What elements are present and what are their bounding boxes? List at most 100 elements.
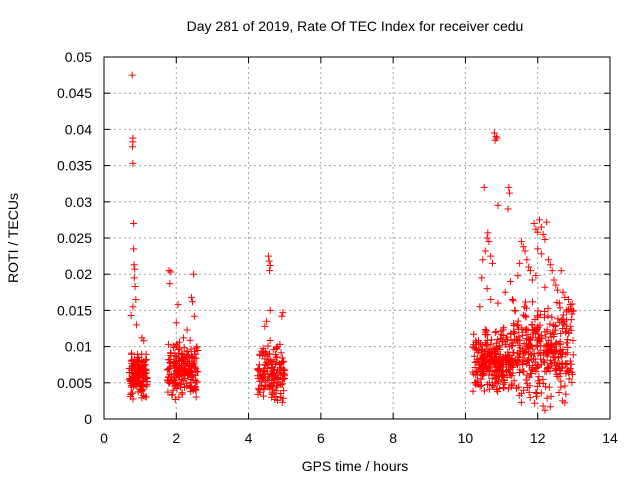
data-point [472,371,480,379]
data-point [476,303,484,311]
data-point [190,347,198,355]
data-point [187,371,195,379]
data-point [264,252,272,260]
data-point [256,377,264,385]
data-point [540,313,548,321]
data-point [130,274,138,282]
data-point [509,297,517,305]
data-point [520,339,528,347]
data-point [255,361,263,369]
data-point [554,286,562,294]
data-point [194,347,202,355]
data-point [537,351,545,359]
data-point [559,288,567,296]
data-point [267,357,275,365]
data-point [519,243,527,251]
data-point [274,381,282,389]
data-point [484,229,492,237]
data-point [190,312,198,320]
data-point [127,376,135,384]
data-point [546,320,554,328]
data-point [487,336,495,344]
data-point [183,347,191,355]
data-point [524,357,532,365]
data-point [539,402,547,410]
chart-title: Day 281 of 2019, Rate Of TEC Index for r… [187,18,524,34]
data-point [530,220,538,228]
data-point [557,377,565,385]
data-point [532,327,540,335]
data-point [169,342,177,350]
data-point [169,386,177,394]
data-point [522,313,530,321]
data-point [260,392,268,400]
data-point [532,388,540,396]
data-point [562,390,570,398]
data-point [524,326,532,334]
data-point [492,339,500,347]
data-point [170,359,178,367]
data-point [478,360,486,368]
data-point [270,366,278,374]
data-point [516,344,524,352]
data-point [545,340,553,348]
data-point [174,368,182,376]
data-point [490,129,498,137]
data-point [511,307,519,315]
data-point [174,346,182,354]
data-point [567,360,575,368]
data-point [130,220,138,228]
data-point [140,361,148,369]
data-point [262,359,270,367]
data-point [134,369,142,377]
data-point [558,353,566,361]
data-point [503,333,511,341]
data-point [565,375,573,383]
data-point [523,384,531,392]
data-point [181,374,189,382]
data-point [557,267,565,275]
data-point [261,355,269,363]
data-point [534,228,542,236]
x-tick-label: 6 [317,430,325,446]
data-point [131,283,139,291]
data-point [131,265,139,273]
data-point [521,247,529,255]
data-point [547,392,555,400]
data-point [139,392,147,400]
data-point [522,298,530,306]
x-tick-label: 4 [245,430,253,446]
data-point [476,354,484,362]
data-point [568,310,576,318]
data-point [530,355,538,363]
data-point [551,354,559,362]
data-point [528,276,536,284]
data-point [531,399,539,407]
data-point [552,281,560,289]
data-point [536,379,544,387]
data-point [566,322,574,330]
data-point [483,285,491,293]
data-point [534,245,542,253]
data-point [183,326,191,334]
data-point [266,385,274,393]
data-point [562,361,570,369]
y-tick-label: 0 [84,411,92,427]
data-point [497,334,505,342]
data-point [479,256,487,264]
data-point [525,344,533,352]
data-point [544,304,552,312]
data-point [179,367,187,375]
data-point [528,370,536,378]
data-point [480,351,488,359]
data-points [125,71,578,414]
data-point [529,333,537,341]
y-tick-label: 0.05 [65,49,92,65]
data-point [134,388,142,396]
data-point [132,296,140,304]
data-point [505,183,513,191]
data-point [533,312,541,320]
data-point [556,338,564,346]
data-point [471,378,479,386]
